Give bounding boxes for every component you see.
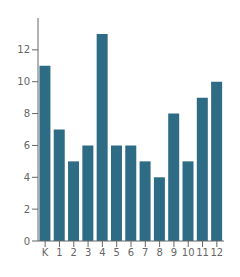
svg-text:4: 4 — [99, 247, 105, 258]
svg-text:K: K — [42, 247, 49, 258]
svg-text:3: 3 — [85, 247, 91, 258]
svg-text:7: 7 — [142, 247, 148, 258]
svg-text:11: 11 — [196, 247, 209, 258]
svg-text:12: 12 — [17, 44, 30, 55]
svg-text:8: 8 — [156, 247, 162, 258]
svg-text:6: 6 — [128, 247, 134, 258]
svg-text:1: 1 — [56, 247, 62, 258]
svg-text:10: 10 — [182, 247, 195, 258]
svg-text:8: 8 — [24, 108, 30, 119]
svg-text:10: 10 — [17, 76, 30, 87]
svg-text:6: 6 — [24, 140, 30, 151]
svg-text:4: 4 — [24, 172, 30, 183]
svg-text:12: 12 — [210, 247, 223, 258]
svg-text:2: 2 — [24, 204, 30, 215]
svg-text:5: 5 — [114, 247, 120, 258]
svg-text:2: 2 — [71, 247, 77, 258]
svg-text:0: 0 — [24, 236, 30, 247]
svg-text:9: 9 — [171, 247, 177, 258]
